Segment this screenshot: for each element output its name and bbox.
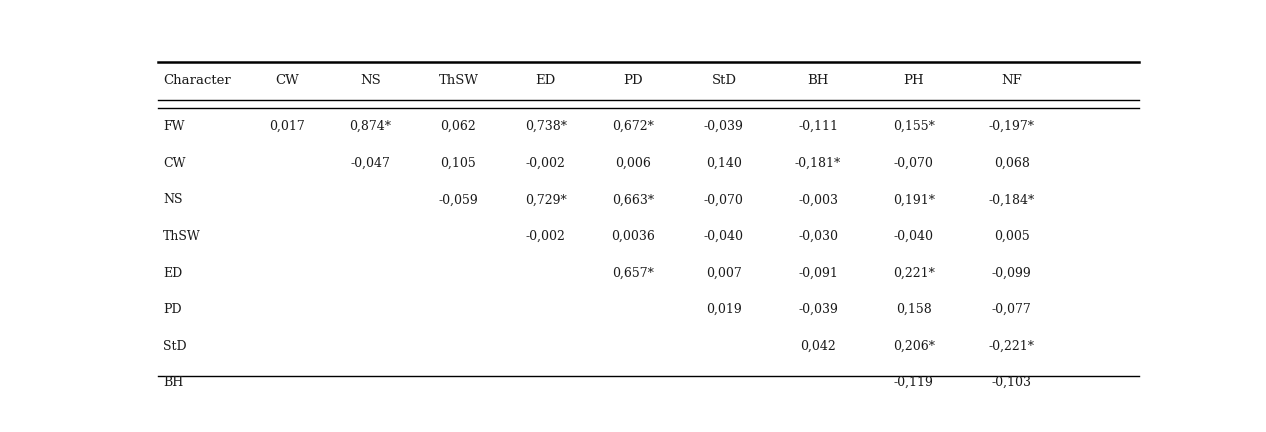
Text: 0,140: 0,140: [706, 157, 742, 170]
Text: -0,039: -0,039: [704, 120, 744, 133]
Text: -0,070: -0,070: [704, 194, 744, 206]
Text: ThSW: ThSW: [163, 230, 201, 243]
Text: 0,068: 0,068: [994, 157, 1029, 170]
Text: 0,062: 0,062: [441, 120, 476, 133]
Text: -0,197*: -0,197*: [989, 120, 1034, 133]
Text: ED: ED: [536, 73, 556, 86]
Text: -0,103: -0,103: [991, 376, 1032, 389]
Text: -0,047: -0,047: [351, 157, 390, 170]
Text: -0,077: -0,077: [993, 303, 1032, 316]
Text: 0,729*: 0,729*: [525, 194, 567, 206]
Text: -0,003: -0,003: [798, 194, 838, 206]
Text: -0,002: -0,002: [525, 157, 566, 170]
Text: 0,738*: 0,738*: [525, 120, 567, 133]
Text: BH: BH: [808, 73, 829, 86]
Text: 0,005: 0,005: [994, 230, 1029, 243]
Text: -0,099: -0,099: [993, 267, 1032, 280]
Text: 0,017: 0,017: [268, 120, 305, 133]
Text: ED: ED: [163, 267, 182, 280]
Text: PD: PD: [623, 73, 643, 86]
Text: -0,002: -0,002: [525, 230, 566, 243]
Text: BH: BH: [163, 376, 184, 389]
Text: StD: StD: [163, 340, 187, 353]
Text: PD: PD: [163, 303, 182, 316]
Text: -0,091: -0,091: [798, 267, 838, 280]
Text: Character: Character: [163, 73, 230, 86]
Text: CW: CW: [163, 157, 186, 170]
Text: -0,119: -0,119: [894, 376, 933, 389]
Text: 0,672*: 0,672*: [613, 120, 655, 133]
Text: -0,181*: -0,181*: [795, 157, 841, 170]
Text: 0,663*: 0,663*: [611, 194, 655, 206]
Text: 0,155*: 0,155*: [893, 120, 934, 133]
Text: -0,221*: -0,221*: [989, 340, 1034, 353]
Text: 0,206*: 0,206*: [893, 340, 934, 353]
Text: -0,040: -0,040: [704, 230, 744, 243]
Text: 0,874*: 0,874*: [349, 120, 391, 133]
Text: 0,042: 0,042: [800, 340, 836, 353]
Text: NS: NS: [360, 73, 381, 86]
Text: -0,059: -0,059: [438, 194, 479, 206]
Text: 0,007: 0,007: [706, 267, 742, 280]
Text: -0,039: -0,039: [798, 303, 838, 316]
Text: PH: PH: [904, 73, 924, 86]
Text: StD: StD: [711, 73, 737, 86]
Text: 0,0036: 0,0036: [611, 230, 655, 243]
Text: -0,070: -0,070: [894, 157, 933, 170]
Text: 0,657*: 0,657*: [613, 267, 655, 280]
Text: 0,105: 0,105: [441, 157, 476, 170]
Text: -0,040: -0,040: [894, 230, 934, 243]
Text: NS: NS: [163, 194, 182, 206]
Text: 0,006: 0,006: [615, 157, 651, 170]
Text: 0,191*: 0,191*: [893, 194, 934, 206]
Text: -0,111: -0,111: [798, 120, 838, 133]
Text: 0,019: 0,019: [706, 303, 742, 316]
Text: 0,158: 0,158: [896, 303, 932, 316]
Text: -0,030: -0,030: [798, 230, 838, 243]
Text: 0,221*: 0,221*: [893, 267, 934, 280]
Text: -0,184*: -0,184*: [989, 194, 1036, 206]
Text: FW: FW: [163, 120, 185, 133]
Text: NF: NF: [1001, 73, 1022, 86]
Text: CW: CW: [275, 73, 299, 86]
Text: ThSW: ThSW: [438, 73, 479, 86]
